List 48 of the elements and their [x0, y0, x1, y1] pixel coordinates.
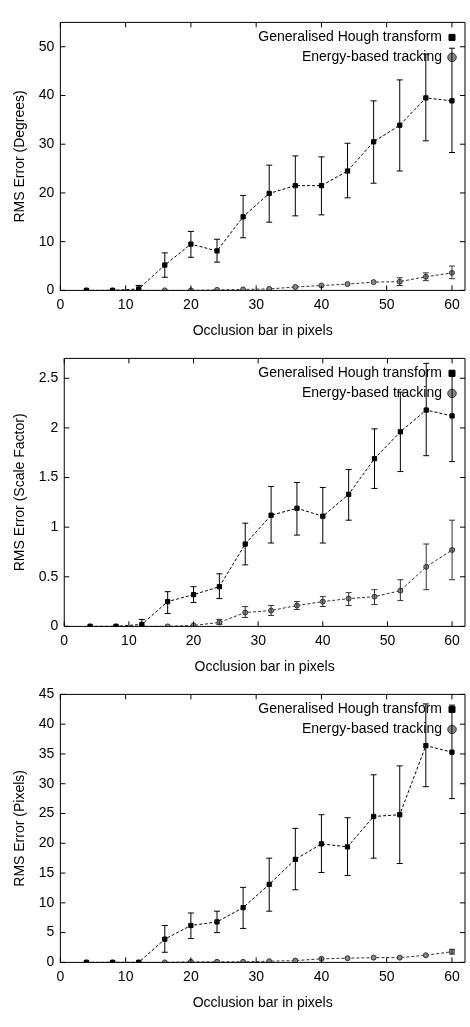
y-tick-label: 0	[46, 953, 55, 970]
y-tick-label: 40	[38, 86, 55, 103]
x-tick-label: 20	[183, 967, 199, 984]
y-tick-label: 0	[50, 617, 59, 634]
x-tick-label: 30	[248, 967, 265, 984]
y-tick-label: 50	[38, 37, 55, 54]
legend-label: Generalised Hough transform	[258, 28, 442, 45]
x-tick-label: 20	[185, 631, 202, 648]
y-tick-label: 2	[50, 418, 59, 435]
y-tick-label: 2.5	[38, 369, 59, 386]
x-tick-label: 40	[313, 295, 330, 312]
x-tick-label: 60	[444, 631, 461, 648]
x-axis-title: Occlusion bar in pixels	[192, 994, 333, 1011]
x-tick-label: 60	[444, 295, 460, 312]
x-tick-label: 20	[183, 295, 199, 312]
x-tick-label: 10	[117, 295, 134, 312]
y-tick-label: 30	[38, 135, 55, 152]
y-tick-label: 0	[46, 281, 55, 298]
y-tick-label: 25	[38, 804, 55, 821]
y-tick-label: 5	[46, 923, 55, 940]
y-tick-label: 40	[38, 715, 55, 732]
y-tick-label: 0.5	[38, 567, 59, 584]
y-tick-label: 10	[38, 893, 55, 910]
y-axis-title: RMS Error (Pixels)	[11, 770, 28, 887]
x-tick-label: 50	[378, 295, 395, 312]
y-tick-label: 20	[38, 183, 55, 200]
y-tick-label: 1.5	[38, 468, 59, 485]
x-axis-title: Occlusion bar in pixels	[194, 658, 335, 675]
x-tick-label: 10	[121, 631, 137, 648]
y-tick-label: 10	[38, 232, 55, 249]
x-tick-label: 40	[313, 967, 330, 984]
x-tick-label: 60	[444, 967, 460, 984]
y-tick-label: 15	[38, 863, 55, 880]
x-axis-title: Occlusion bar in pixels	[192, 322, 333, 339]
y-axis-title: RMS Error (Scale Factor)	[11, 413, 28, 572]
x-tick-label: 50	[379, 631, 396, 648]
x-tick-label: 30	[248, 295, 265, 312]
y-tick-label: 30	[38, 774, 55, 791]
y-axis-title: RMS Error (Degrees)	[11, 90, 28, 223]
y-tick-label: 1	[50, 518, 59, 534]
y-tick-label: 20	[38, 834, 55, 851]
legend-label: Energy-based tracking	[301, 48, 442, 65]
y-tick-label: 35	[38, 744, 55, 761]
x-tick-label: 30	[250, 631, 267, 648]
x-tick-label: 50	[378, 967, 395, 984]
x-tick-label: 10	[117, 967, 134, 984]
x-tick-label: 40	[315, 631, 331, 648]
y-tick-label: 45	[38, 685, 55, 702]
